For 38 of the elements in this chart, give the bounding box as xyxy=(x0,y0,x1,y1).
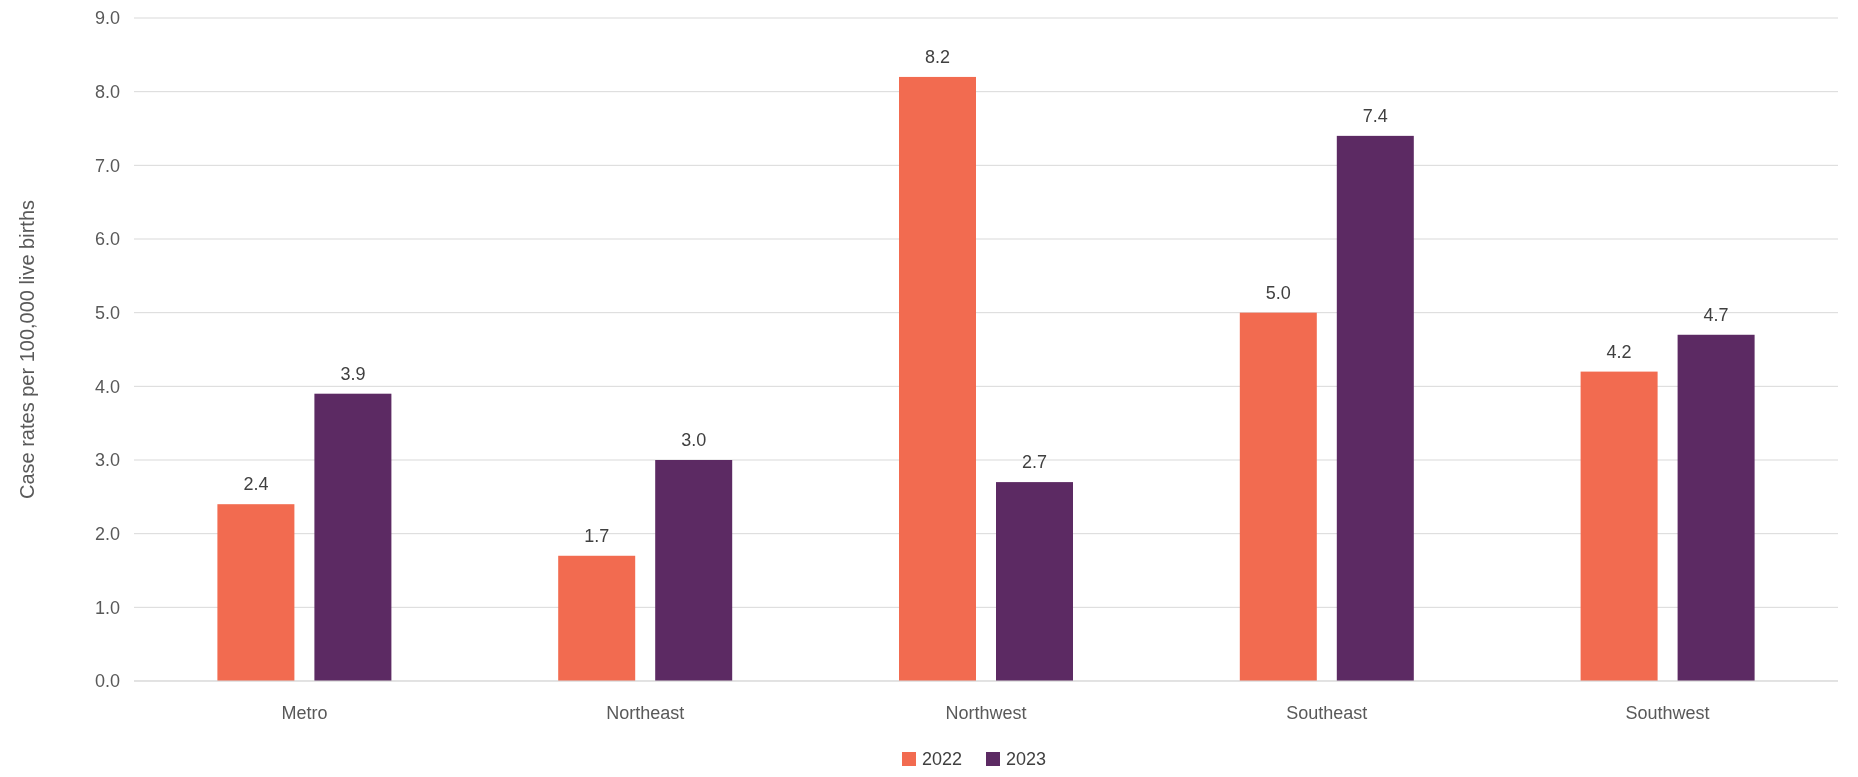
bar xyxy=(1677,334,1755,681)
bar xyxy=(996,482,1073,681)
data-label: 3.9 xyxy=(340,363,366,384)
data-label: 4.7 xyxy=(1703,304,1729,325)
y-tick-label: 9.0 xyxy=(94,8,120,29)
bar xyxy=(1239,312,1317,681)
y-tick-label: 3.0 xyxy=(94,450,120,471)
y-tick-label: 7.0 xyxy=(94,155,120,176)
data-label: 3.0 xyxy=(681,430,707,450)
bar xyxy=(899,76,976,681)
x-tick-label: Metro xyxy=(281,703,328,723)
y-tick-label: 0.0 xyxy=(94,671,120,692)
data-label: 1.7 xyxy=(584,525,610,546)
y-axis-title: Case rates per 100,000 live births xyxy=(16,199,38,500)
data-label: 4.2 xyxy=(1606,341,1632,362)
y-tick-label: 4.0 xyxy=(94,376,120,397)
legend-label: 2023 xyxy=(1006,749,1047,769)
bar xyxy=(314,393,392,681)
y-tick-label: 6.0 xyxy=(94,229,120,250)
x-tick-label: Southeast xyxy=(1286,703,1368,723)
x-tick-label: Northeast xyxy=(606,703,685,723)
y-tick-label: 8.0 xyxy=(94,81,120,102)
data-label: 8.2 xyxy=(924,46,951,67)
data-label: 7.4 xyxy=(1362,105,1388,126)
x-tick-label: Northwest xyxy=(945,703,1027,723)
bar xyxy=(1580,371,1658,681)
x-tick-label: Southwest xyxy=(1625,703,1710,723)
bar xyxy=(217,504,295,681)
bar xyxy=(1336,135,1414,681)
y-tick-label: 1.0 xyxy=(94,597,120,618)
y-tick-label: 2.0 xyxy=(94,523,120,544)
data-label: 5.0 xyxy=(1265,282,1291,303)
bar xyxy=(558,555,636,681)
y-tick-label: 5.0 xyxy=(94,302,120,323)
data-label: 2.4 xyxy=(243,474,269,495)
data-label: 2.7 xyxy=(1021,452,1048,473)
legend-label: 2022 xyxy=(922,749,963,769)
bar xyxy=(655,460,733,681)
